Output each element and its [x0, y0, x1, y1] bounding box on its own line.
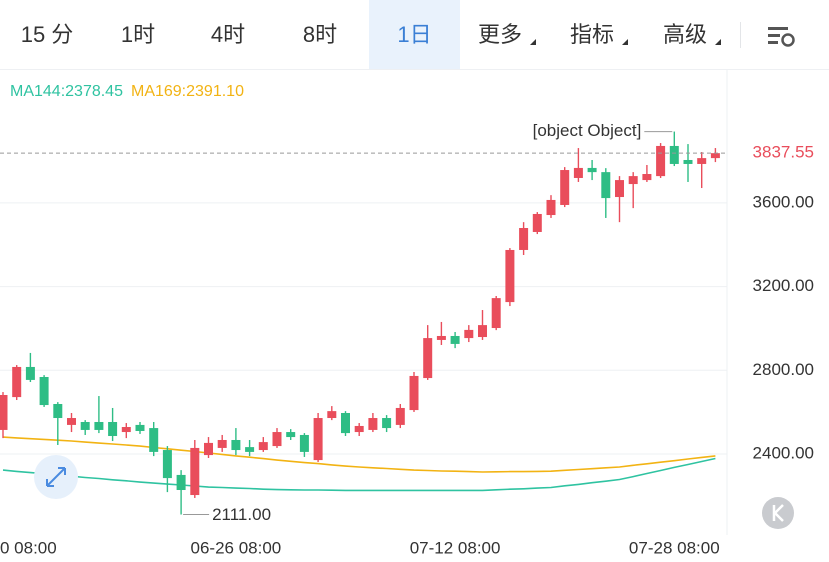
candle-body — [436, 335, 446, 340]
candle-body — [656, 145, 666, 177]
tab[interactable]: 指标 — [569, 22, 614, 47]
candle-body — [245, 447, 255, 452]
candle-body — [94, 421, 104, 430]
candle-body — [149, 428, 159, 452]
tab[interactable]: 高级 — [662, 22, 707, 47]
low-label: 2111.00 — [212, 505, 271, 524]
candle-body — [478, 325, 487, 338]
candle-body — [341, 412, 350, 434]
x-tick-label: 0 08:00 — [0, 538, 57, 557]
candle-body — [39, 377, 49, 406]
candle-body — [450, 335, 460, 344]
settings-icon[interactable] — [766, 24, 798, 48]
candle-body — [615, 180, 624, 198]
candle-body — [0, 394, 8, 430]
candle-body — [327, 411, 337, 419]
x-tick-label: 06-26 08:00 — [191, 538, 282, 557]
dropdown-caret — [530, 39, 536, 45]
ma-line — [2, 457, 716, 492]
candle-body — [12, 366, 22, 398]
legend-entry: MA169:2391.10 — [131, 83, 244, 100]
tab[interactable]: 更多 — [477, 22, 522, 47]
candle-body — [382, 418, 392, 429]
candle-body — [354, 425, 364, 433]
x-tick-label: 07-28 08:00 — [629, 538, 720, 557]
collapse-button[interactable] — [762, 497, 794, 529]
candle-body — [519, 227, 529, 250]
y-tick-label: 3200.00 — [753, 276, 814, 295]
candle-body — [573, 167, 583, 178]
y-tick-label: 3600.00 — [753, 192, 814, 211]
candle-body — [395, 407, 405, 425]
chart: 2400.00 2800.00 3200.00 3600.00 0 08:00 06-26… — [0, 70, 814, 557]
candle-body — [53, 403, 63, 419]
candle-body — [258, 442, 268, 451]
collapse-icon — [772, 504, 784, 522]
tab[interactable]: 8时 — [302, 22, 338, 47]
candle-body — [546, 199, 556, 216]
tab[interactable]: 15 分 — [20, 22, 74, 47]
candle-body — [423, 338, 433, 379]
candle-body — [80, 421, 90, 430]
separator — [740, 22, 741, 48]
candle-body — [532, 213, 542, 232]
candle-body — [313, 418, 323, 461]
candle-body — [669, 145, 679, 164]
y-tick-label: 2800.00 — [753, 360, 814, 379]
high-label: [object Object] — [533, 121, 642, 140]
y-tick-label: 2400.00 — [753, 443, 814, 462]
dropdown-caret — [715, 39, 721, 45]
candle-body — [299, 434, 309, 452]
candle-body — [135, 424, 145, 431]
candle-body — [108, 421, 118, 437]
candle-body — [505, 249, 515, 303]
candle-body — [176, 474, 186, 491]
candle-body — [162, 450, 172, 479]
candle-body — [368, 418, 378, 430]
candle-body — [683, 159, 693, 164]
candle-body — [628, 176, 638, 185]
period-tabs: 15 分 1时 4时 8时 1日 更多 指标 高级 — [0, 0, 829, 70]
candle-body — [409, 375, 419, 411]
candle-body — [217, 439, 227, 448]
legend-entry: MA144:2378.45 — [10, 83, 123, 100]
candle-body — [642, 174, 652, 181]
x-tick-label: 07-12 08:00 — [410, 538, 501, 557]
candle-body — [190, 447, 200, 496]
candle-body — [286, 432, 296, 438]
tab-active[interactable]: 1日 — [369, 0, 460, 69]
dropdown-caret — [622, 39, 628, 45]
candle-body — [272, 432, 282, 447]
expand-icon — [46, 467, 66, 487]
tab[interactable]: 4时 — [210, 22, 246, 47]
candle-body — [67, 418, 76, 425]
candle-body — [25, 366, 35, 380]
candle-body — [560, 170, 570, 205]
last-price-label: 3837.55 — [753, 143, 814, 162]
ma-line — [2, 436, 716, 473]
candle-body — [231, 439, 241, 451]
candle-body — [204, 442, 213, 456]
candle-body — [587, 167, 597, 173]
candle-body — [121, 427, 131, 433]
candle-body — [491, 298, 501, 329]
candle-body — [697, 158, 707, 164]
candle-body — [601, 172, 611, 199]
candle-body — [710, 153, 720, 159]
tab[interactable]: 1时 — [120, 22, 156, 47]
candle-body — [464, 329, 474, 339]
